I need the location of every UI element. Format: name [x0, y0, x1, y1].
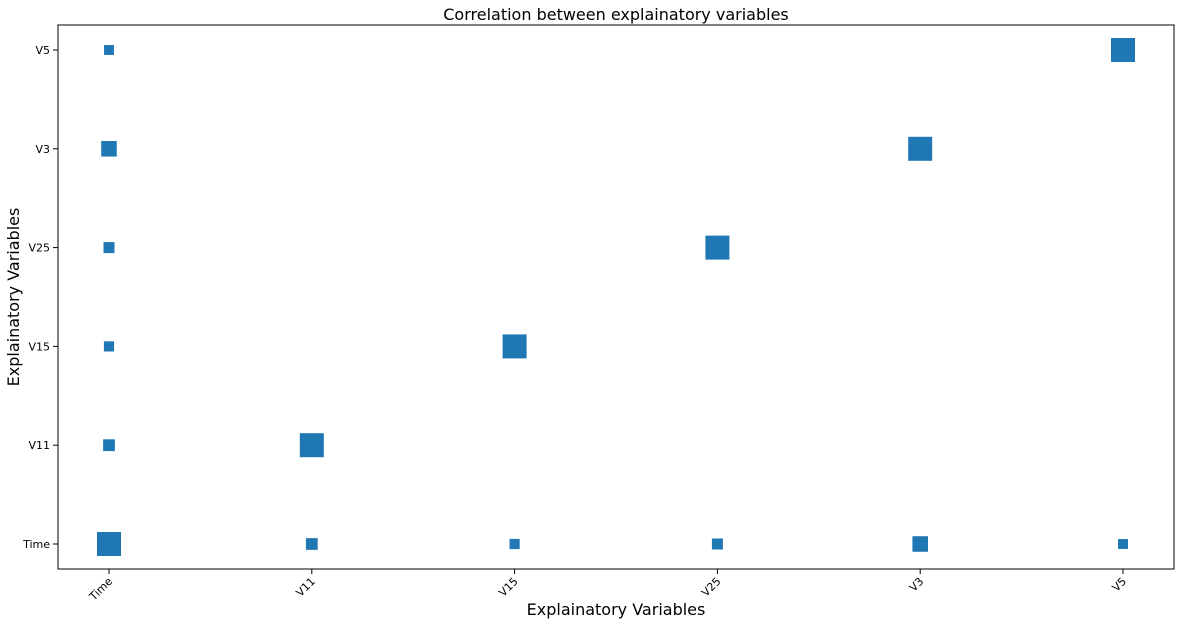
marker-v3-time — [912, 536, 928, 552]
plot-frame — [57, 24, 1175, 570]
x-tick-label: V11 — [294, 575, 318, 599]
x-tick-label: Time — [86, 575, 115, 604]
marker-time-v3 — [101, 141, 117, 157]
y-tick-label: V15 — [28, 340, 50, 353]
marker-time-v15 — [103, 341, 115, 352]
y-tick-label: V11 — [28, 439, 50, 452]
x-tick-label: V5 — [1110, 575, 1129, 594]
x-axis: Time V11 V15 V25 V3 V5 — [86, 569, 1129, 604]
y-axis: Time V11 V15 V25 V3 V5 — [22, 44, 58, 551]
marker-v11-time — [305, 538, 318, 550]
marker-v25-time — [711, 538, 723, 550]
marker-time-v5 — [104, 45, 114, 55]
marker-v11-v11 — [299, 433, 324, 458]
marker-time-time — [97, 532, 121, 556]
marker-v15-v15 — [502, 334, 527, 359]
marker-v5-v5 — [1111, 38, 1135, 62]
y-axis-label: Explainatory Variables — [4, 208, 23, 387]
marker-time-v11 — [103, 439, 115, 452]
marker-v25-v25 — [705, 235, 730, 260]
chart-title: Correlation between explainatory variabl… — [443, 5, 789, 24]
marker-v15-time — [509, 538, 520, 550]
marker-v3-v3 — [908, 136, 933, 161]
marker-v5-time — [1118, 539, 1128, 549]
y-tick-label: V3 — [35, 143, 50, 156]
y-tick-label: V25 — [28, 242, 50, 255]
marker-time-v25 — [103, 242, 115, 254]
x-tick-label: V15 — [496, 575, 520, 599]
x-tick-label: V25 — [699, 575, 723, 599]
y-tick-label: V5 — [35, 44, 50, 57]
y-tick-label: Time — [22, 538, 50, 551]
marks-layer — [97, 38, 1135, 556]
x-axis-label: Explainatory Variables — [527, 600, 706, 619]
x-tick-label: V3 — [907, 575, 926, 594]
